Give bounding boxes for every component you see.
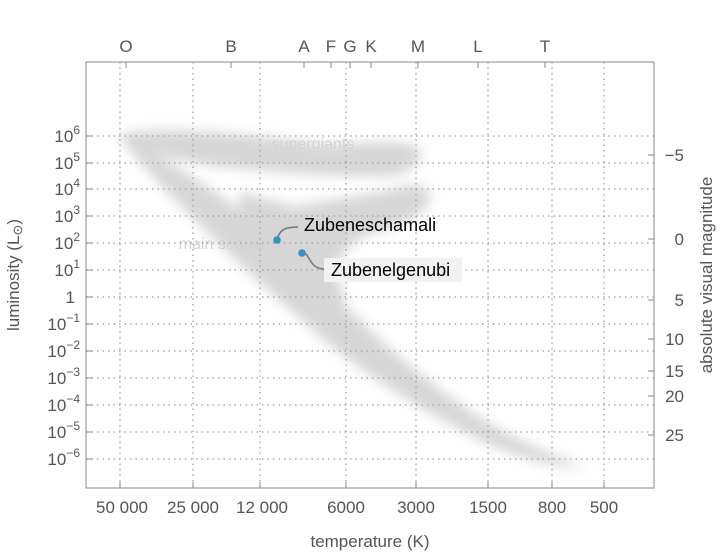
zubeneschamali-label: Zubeneschamali [304,215,436,235]
main-sequence-region [118,135,585,468]
magnitude-tick: 0 [675,230,684,249]
luminosity-tick: 10−1 [47,311,80,334]
main-sequence-label: main sequence [179,236,288,253]
spectral-class-labels: O B A F G K M L T [119,37,550,56]
luminosity-tick: 10−6 [47,446,80,469]
spectral-class-O: O [119,37,132,56]
spectral-class-G: G [343,37,356,56]
magnitude-tick: −5 [665,146,684,165]
spectral-class-B: B [225,37,236,56]
magnitude-tick: 5 [675,291,684,310]
luminosity-tick: 102 [54,230,80,253]
magnitude-tick: 10 [665,330,684,349]
temperature-tick: 12 000 [236,498,288,517]
luminosity-tick: 105 [54,150,80,173]
luminosity-tick: 10−4 [47,392,80,415]
y-axis-label-left: luminosity (L⊙) [4,219,25,331]
temperature-tick: 25 000 [167,498,219,517]
luminosity-tick: 103 [54,203,80,226]
magnitude-tick: 15 [665,362,684,381]
x-axis-label: temperature (K) [310,532,429,551]
temperature-tick: 6000 [327,498,365,517]
luminosity-tick: 10−3 [47,365,80,388]
magnitude-tick-labels: −5 0 5 10 15 20 25 [665,146,684,445]
luminosity-tick: 10−5 [47,419,80,442]
supergiant-region [118,130,421,177]
giant-branch-region [286,185,431,301]
star-zubenelgenubi[interactable] [298,249,306,257]
luminosity-tick: 106 [54,123,80,146]
supergiants-label: supergiants [272,136,355,153]
magnitude-tick: 25 [665,426,684,445]
luminosity-tick: 101 [54,257,80,280]
spectral-class-F: F [326,37,336,56]
magnitude-tick: 20 [665,387,684,406]
temperature-tick-labels: 50 000 25 000 12 000 6000 3000 1500 800 … [96,498,618,517]
spectral-class-M: M [411,37,425,56]
luminosity-tick: 104 [54,176,80,199]
sun-symbol: ⊙ [10,225,25,236]
y-axis-label-right: absolute visual magnitude [697,177,716,374]
star-regions [118,130,585,468]
luminosity-tick-labels: 106 105 104 103 102 101 1 10−1 10−2 10−3… [47,123,80,469]
star-zubeneschamali[interactable] [273,236,281,244]
temperature-tick: 800 [538,498,566,517]
luminosity-tick: 1 [66,288,75,307]
zubenelgenubi-label-bg [324,258,462,282]
plot-frame [85,61,655,489]
tick-marks [86,62,654,488]
spectral-class-K: K [365,37,377,56]
temperature-tick: 1500 [469,498,507,517]
spectral-class-T: T [540,37,550,56]
spectral-class-A: A [298,37,310,56]
luminosity-tick: 10−2 [47,338,80,361]
temperature-tick: 50 000 [96,498,148,517]
temperature-tick: 3000 [397,498,435,517]
zubenelgenubi-label: Zubenelgenubi [331,260,450,280]
spectral-class-L: L [473,37,482,56]
grid [86,62,654,488]
temperature-tick: 500 [590,498,618,517]
